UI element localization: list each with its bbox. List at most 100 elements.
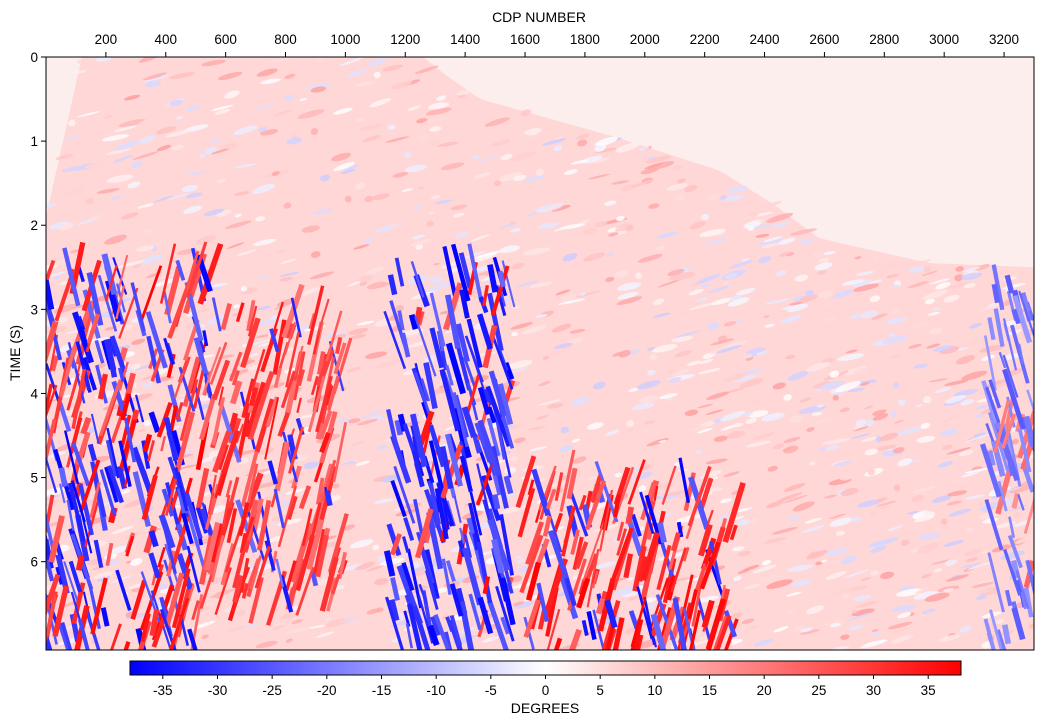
- dip-patch: [728, 260, 753, 269]
- dip-patch: [668, 377, 682, 383]
- y-tick-label: 6: [30, 555, 38, 570]
- dip-patch: [787, 304, 809, 312]
- dip-streak: [46, 363, 62, 406]
- dip-patch: [77, 111, 101, 118]
- dip-streak: [1020, 462, 1034, 493]
- dip-patch: [647, 156, 656, 160]
- dip-patch: [841, 279, 865, 286]
- dip-streak: [164, 478, 178, 516]
- dip-patch: [869, 511, 876, 516]
- dip-patch: [671, 336, 693, 343]
- dip-patch: [840, 634, 850, 640]
- dip-patch: [142, 72, 168, 81]
- dip-patch: [171, 144, 184, 151]
- dip-streak: [472, 433, 483, 454]
- dip-streak: [115, 285, 126, 320]
- dip-patch: [724, 372, 749, 383]
- dip-patch: [356, 320, 375, 326]
- dip-patch: [252, 183, 276, 194]
- dip-patch: [344, 195, 352, 203]
- dip-patch: [700, 421, 716, 428]
- dip-streak: [195, 507, 209, 534]
- dip-streak: [100, 607, 110, 627]
- heatmap-data-layer: [46, 57, 1034, 650]
- dip-patch: [577, 139, 588, 147]
- dip-patch: [995, 618, 1005, 624]
- dip-streak: [441, 558, 452, 595]
- dip-streak: [316, 348, 335, 387]
- dip-streak: [97, 373, 108, 400]
- dip-streak: [998, 351, 1007, 369]
- dip-streak: [461, 406, 477, 439]
- dip-patch: [112, 155, 133, 163]
- dip-streak: [77, 619, 91, 650]
- dip-patch: [839, 474, 854, 481]
- dip-streak: [390, 480, 407, 518]
- dip-patch: [333, 107, 353, 115]
- dip-patch: [108, 257, 124, 264]
- dip-streak: [536, 582, 549, 623]
- dip-patch: [805, 289, 814, 297]
- dip-patch: [297, 109, 325, 119]
- dip-streak: [708, 615, 732, 650]
- dip-patch: [211, 148, 229, 155]
- dip-streak: [86, 313, 101, 344]
- dip-patch: [360, 410, 385, 419]
- dip-patch: [123, 94, 141, 101]
- dip-streak: [1017, 428, 1032, 473]
- dip-patch: [927, 311, 940, 316]
- dip-streak: [559, 449, 576, 512]
- dip-streak: [236, 403, 253, 463]
- dip-streak: [316, 298, 330, 337]
- dip-streak: [163, 528, 177, 575]
- dip-streak: [1012, 294, 1033, 344]
- dip-patch: [954, 389, 979, 397]
- dip-streak: [501, 415, 515, 449]
- dip-streak: [288, 426, 305, 474]
- dip-streak: [160, 435, 167, 452]
- dip-patch: [526, 212, 538, 217]
- x-tick-label: 600: [214, 32, 237, 47]
- dip-patch: [922, 396, 932, 404]
- dip-patch: [233, 304, 241, 309]
- dip-streak: [411, 605, 431, 650]
- dip-patch: [391, 81, 413, 90]
- dip-streak: [46, 456, 58, 494]
- dip-streak: [497, 383, 514, 426]
- dip-streak: [389, 598, 400, 622]
- dip-patch: [875, 497, 888, 503]
- dip-patch: [656, 245, 665, 251]
- dip-patch: [700, 213, 710, 221]
- dip-streak: [151, 614, 168, 648]
- dip-patch: [559, 223, 586, 230]
- dip-patch: [135, 245, 155, 252]
- dip-patch: [176, 116, 184, 120]
- dip-patch: [512, 601, 525, 606]
- dip-streak: [286, 558, 306, 606]
- dip-streak: [230, 380, 243, 405]
- dip-patch: [897, 612, 912, 619]
- dip-streak: [67, 482, 86, 542]
- dip-streak: [208, 484, 216, 499]
- dip-patch: [1011, 438, 1019, 445]
- dip-patch: [946, 429, 974, 438]
- dip-patch: [142, 203, 154, 208]
- colorbar-tick-label: -35: [153, 683, 173, 698]
- dip-streak: [687, 465, 712, 527]
- dip-patch: [199, 153, 206, 159]
- dip-patch: [737, 507, 752, 512]
- dip-patch: [705, 458, 728, 465]
- dip-streak: [631, 635, 642, 650]
- dip-streak: [566, 505, 580, 537]
- dip-streak: [256, 499, 272, 551]
- dip-patch: [256, 68, 278, 77]
- dip-patch: [404, 164, 428, 173]
- dip-streak: [1002, 318, 1018, 371]
- dip-patch: [359, 281, 368, 286]
- dip-streak: [332, 422, 348, 483]
- dip-streak: [983, 618, 998, 650]
- dip-streak: [729, 524, 738, 541]
- dip-streak: [592, 609, 609, 650]
- dip-patch: [921, 608, 936, 615]
- dip-patch: [111, 196, 121, 201]
